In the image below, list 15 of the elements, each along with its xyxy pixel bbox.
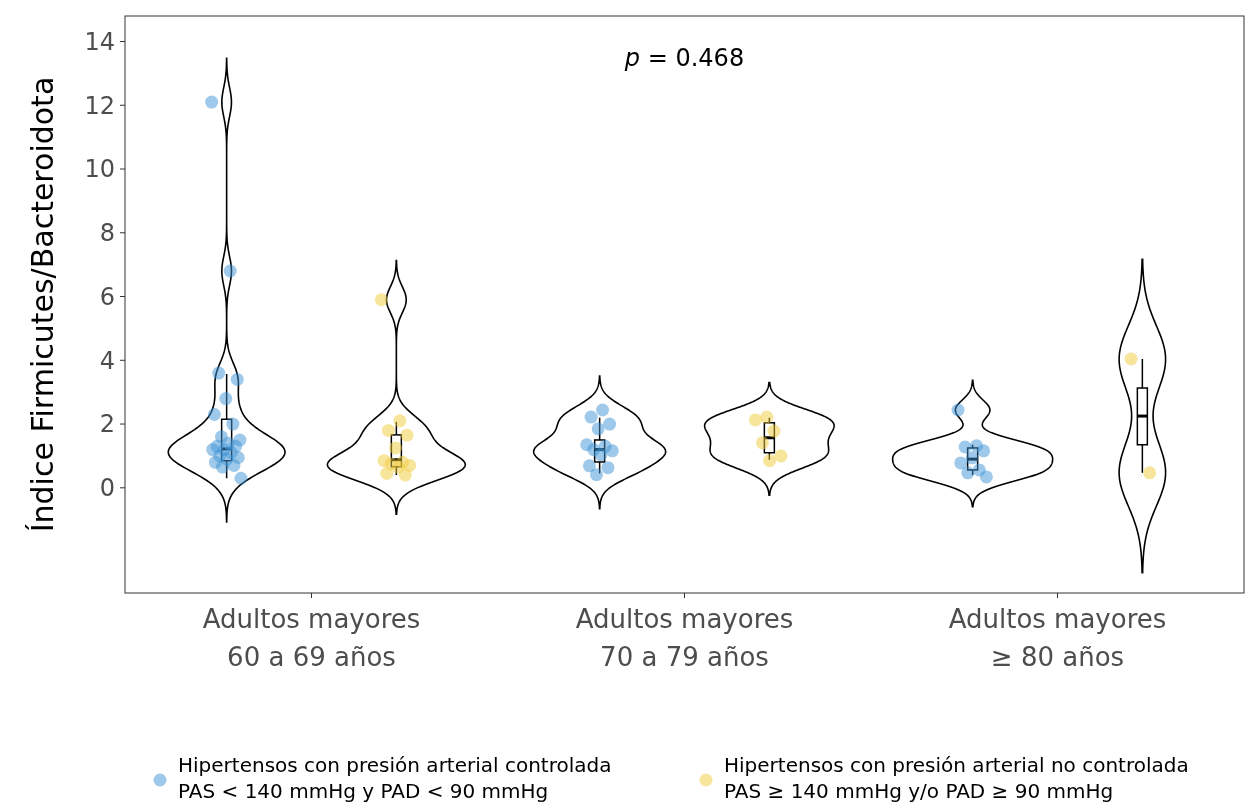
y-tick-label: 10: [84, 155, 115, 184]
x-tick-label: Adultos mayores 70 a 79 años: [575, 604, 794, 672]
y-tick-label: 14: [84, 27, 115, 56]
y-tick-label: 2: [99, 410, 115, 439]
y-tick-label: 6: [99, 282, 115, 311]
y-axis-title: Índice Firmicutes/Bacteroidota: [25, 76, 60, 533]
x-tick-label: Adultos mayores 60 a 69 años: [202, 604, 421, 672]
y-tick-label: 12: [84, 91, 115, 120]
x-tick-label: Adultos mayores ≥ 80 años: [948, 604, 1167, 672]
y-tick-label: 8: [99, 219, 115, 248]
legend-label: Hipertensos con presión arterial no controlada PAS ≥ 140 mmHg y/o PAD ≥ 90 mmHg: [724, 753, 1189, 803]
legend-label: Hipertensos con presión arterial controlada PAS < 140 mmHg y PAD < 90 mmHg: [178, 753, 612, 803]
y-tick-label: 4: [99, 346, 115, 375]
y-tick-label: 0: [99, 474, 115, 503]
annotation: p = 0.468: [623, 44, 745, 72]
